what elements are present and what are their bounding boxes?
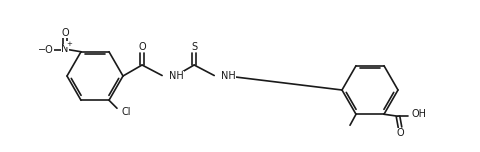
Text: +: +: [66, 41, 72, 47]
Text: OH: OH: [412, 109, 427, 119]
Text: NH: NH: [221, 71, 236, 81]
Text: O: O: [138, 42, 146, 52]
Text: NH: NH: [169, 71, 184, 81]
Text: −O: −O: [38, 45, 54, 55]
Text: Cl: Cl: [122, 107, 132, 117]
Text: S: S: [191, 42, 197, 52]
Text: O: O: [396, 128, 404, 138]
Text: N: N: [61, 44, 69, 54]
Text: O: O: [61, 28, 69, 38]
